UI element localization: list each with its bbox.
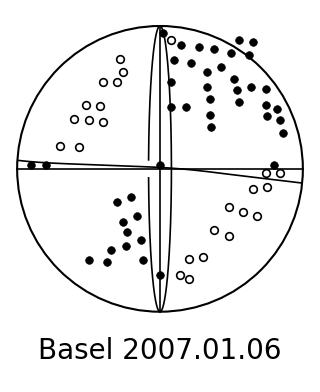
Text: Basel 2007.01.06: Basel 2007.01.06 [38,338,282,365]
